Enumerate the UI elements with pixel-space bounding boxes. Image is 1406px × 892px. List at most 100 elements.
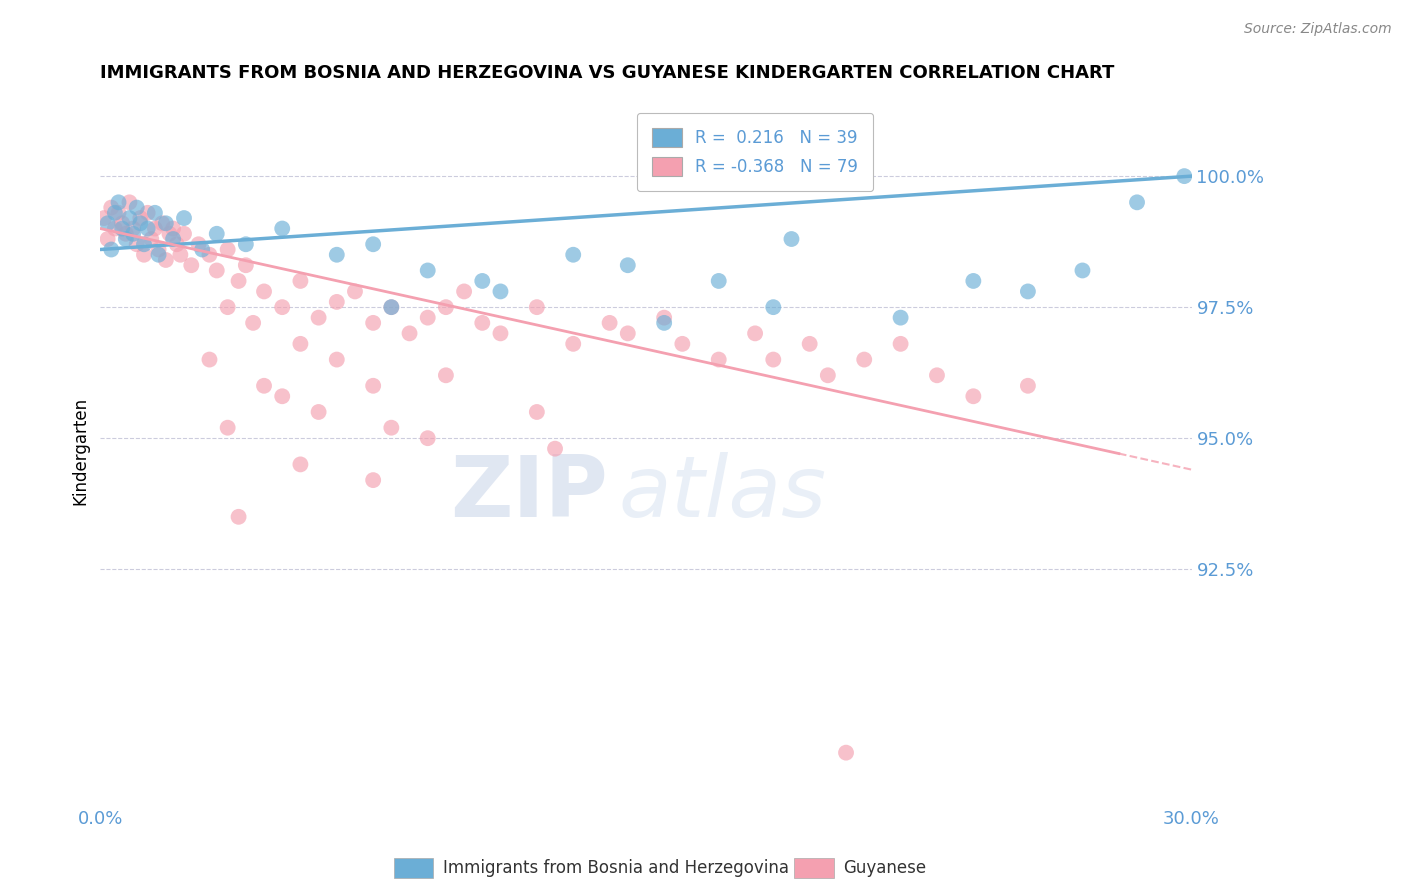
Point <box>361 316 384 330</box>
Point <box>191 243 214 257</box>
Point <box>890 336 912 351</box>
Point <box>271 221 294 235</box>
Point <box>173 211 195 225</box>
Text: Guyanese: Guyanese <box>844 859 927 877</box>
Point <box>817 368 839 383</box>
Point <box>489 285 512 299</box>
Point <box>671 336 693 351</box>
Point <box>125 201 148 215</box>
Point <box>132 237 155 252</box>
Point <box>205 227 228 241</box>
Point <box>104 221 127 235</box>
Point <box>148 248 170 262</box>
Point <box>122 227 145 241</box>
Point <box>97 216 120 230</box>
Point <box>93 211 115 225</box>
Point <box>217 420 239 434</box>
Point <box>1071 263 1094 277</box>
Point <box>343 285 366 299</box>
Point <box>290 336 312 351</box>
Point <box>97 232 120 246</box>
Point <box>416 310 439 325</box>
Point <box>380 300 402 314</box>
Point <box>271 300 294 314</box>
Point <box>141 232 163 246</box>
Point <box>198 352 221 367</box>
Point <box>100 243 122 257</box>
Point <box>1173 169 1195 183</box>
Point <box>235 258 257 272</box>
Text: IMMIGRANTS FROM BOSNIA AND HERZEGOVINA VS GUYANESE KINDERGARTEN CORRELATION CHAR: IMMIGRANTS FROM BOSNIA AND HERZEGOVINA V… <box>100 64 1115 82</box>
Point <box>148 243 170 257</box>
Point <box>166 237 188 252</box>
Point <box>107 206 129 220</box>
Legend: R =  0.216   N = 39, R = -0.368   N = 79: R = 0.216 N = 39, R = -0.368 N = 79 <box>637 113 873 192</box>
Point <box>253 285 276 299</box>
Point <box>143 206 166 220</box>
Point <box>242 316 264 330</box>
Point <box>107 195 129 210</box>
Point <box>198 248 221 262</box>
Point <box>707 352 730 367</box>
Point <box>169 248 191 262</box>
Point <box>228 509 250 524</box>
Point <box>111 216 134 230</box>
Point <box>361 473 384 487</box>
Point <box>617 326 640 341</box>
Point <box>1017 285 1039 299</box>
Point <box>599 316 621 330</box>
Point <box>114 232 136 246</box>
Point <box>707 274 730 288</box>
Point <box>617 258 640 272</box>
Point <box>180 258 202 272</box>
Point <box>380 420 402 434</box>
Point <box>835 746 858 760</box>
Point <box>562 336 585 351</box>
Point <box>398 326 420 341</box>
Point <box>114 227 136 241</box>
Point <box>308 310 330 325</box>
Point <box>136 206 159 220</box>
Point <box>162 221 184 235</box>
Point <box>762 300 785 314</box>
Y-axis label: Kindergarten: Kindergarten <box>72 397 89 506</box>
Point <box>652 316 675 330</box>
Point <box>799 336 821 351</box>
Point <box>100 201 122 215</box>
Point <box>1126 195 1149 210</box>
Point <box>162 232 184 246</box>
Point <box>380 300 402 314</box>
Point <box>962 389 984 403</box>
Point <box>122 221 145 235</box>
Point <box>290 274 312 288</box>
Point <box>159 227 181 241</box>
Point <box>489 326 512 341</box>
Point <box>132 248 155 262</box>
Point <box>217 300 239 314</box>
Point <box>471 316 494 330</box>
Point <box>271 389 294 403</box>
Point <box>434 368 457 383</box>
Point <box>290 458 312 472</box>
Point <box>526 300 548 314</box>
Point <box>150 216 173 230</box>
Point <box>434 300 457 314</box>
Point <box>308 405 330 419</box>
Point <box>361 237 384 252</box>
Point <box>453 285 475 299</box>
Point <box>173 227 195 241</box>
Point <box>217 243 239 257</box>
Point <box>326 294 349 309</box>
Point <box>187 237 209 252</box>
Point <box>652 310 675 325</box>
Text: atlas: atlas <box>619 452 827 535</box>
Point <box>562 248 585 262</box>
Text: Source: ZipAtlas.com: Source: ZipAtlas.com <box>1244 22 1392 37</box>
Point <box>111 221 134 235</box>
Point <box>143 221 166 235</box>
Point <box>544 442 567 456</box>
Point <box>125 237 148 252</box>
Point <box>780 232 803 246</box>
Point <box>253 378 276 392</box>
Point <box>762 352 785 367</box>
